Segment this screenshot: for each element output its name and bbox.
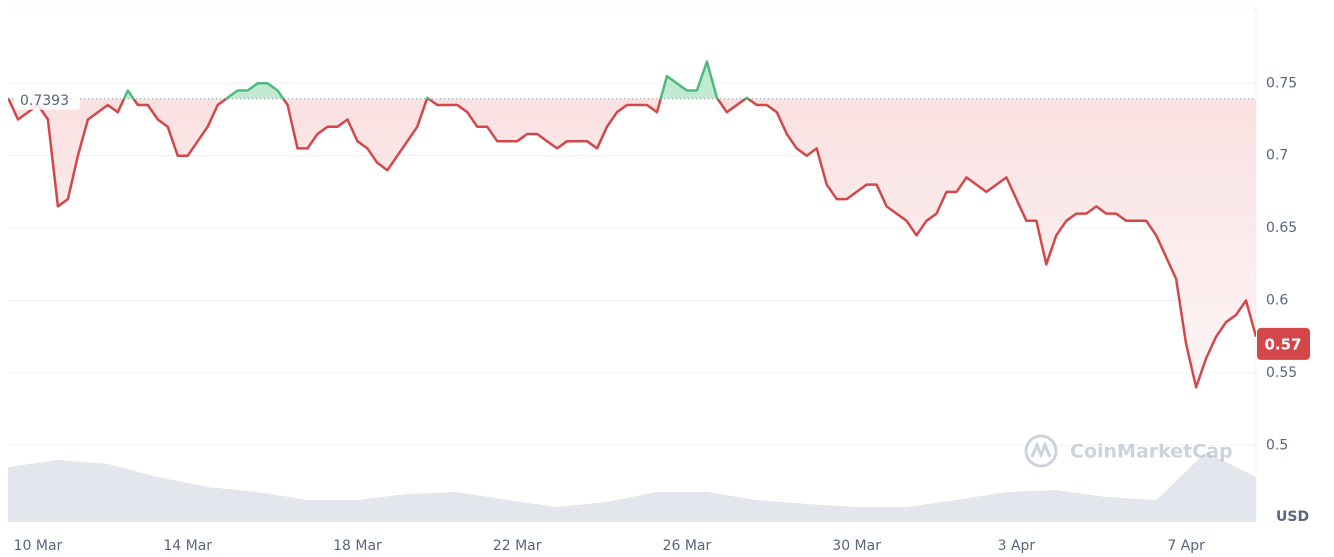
volume-area [8,452,1256,522]
y-tick-label: 0.75 [1266,75,1297,91]
x-tick-label: 18 Mar [333,538,382,554]
price-line-down [8,98,1256,389]
current-price-label: 0.57 [1264,335,1301,353]
plot: 0.5 0.55 0.6 0.65 0.7 0.75 10 Mar 14 Mar 18 Mar 2… [8,60,1310,554]
watermark-logo [1024,434,1058,468]
y-tick-label: 0.55 [1266,365,1297,381]
x-tick-label: 26 Mar [663,538,712,554]
y-tick-label: 0.5 [1266,437,1288,453]
y-tick-label: 0.6 [1266,292,1288,308]
y-tick-label: 0.65 [1266,220,1297,236]
current-price-tag [1257,327,1310,360]
x-tick-label: 7 Apr [1167,538,1205,554]
baseline-label-bg [14,89,80,110]
x-tick-label: 10 Mar [14,538,63,554]
x-tick-label: 3 Apr [998,538,1036,554]
baseline-label: 0.7393 [20,93,69,109]
x-tick-label: 22 Mar [493,538,542,554]
unit-label: USD [1276,509,1309,525]
y-tick-label: 0.7 [1266,148,1288,164]
watermark: CoinMarketCap [1024,434,1233,468]
area-down [8,98,1256,388]
x-tick-label: 30 Mar [832,538,881,554]
watermark-text: CoinMarketCap [1070,441,1233,463]
x-tick-label: 14 Mar [163,538,212,554]
watermark-logo-m [1030,441,1052,460]
